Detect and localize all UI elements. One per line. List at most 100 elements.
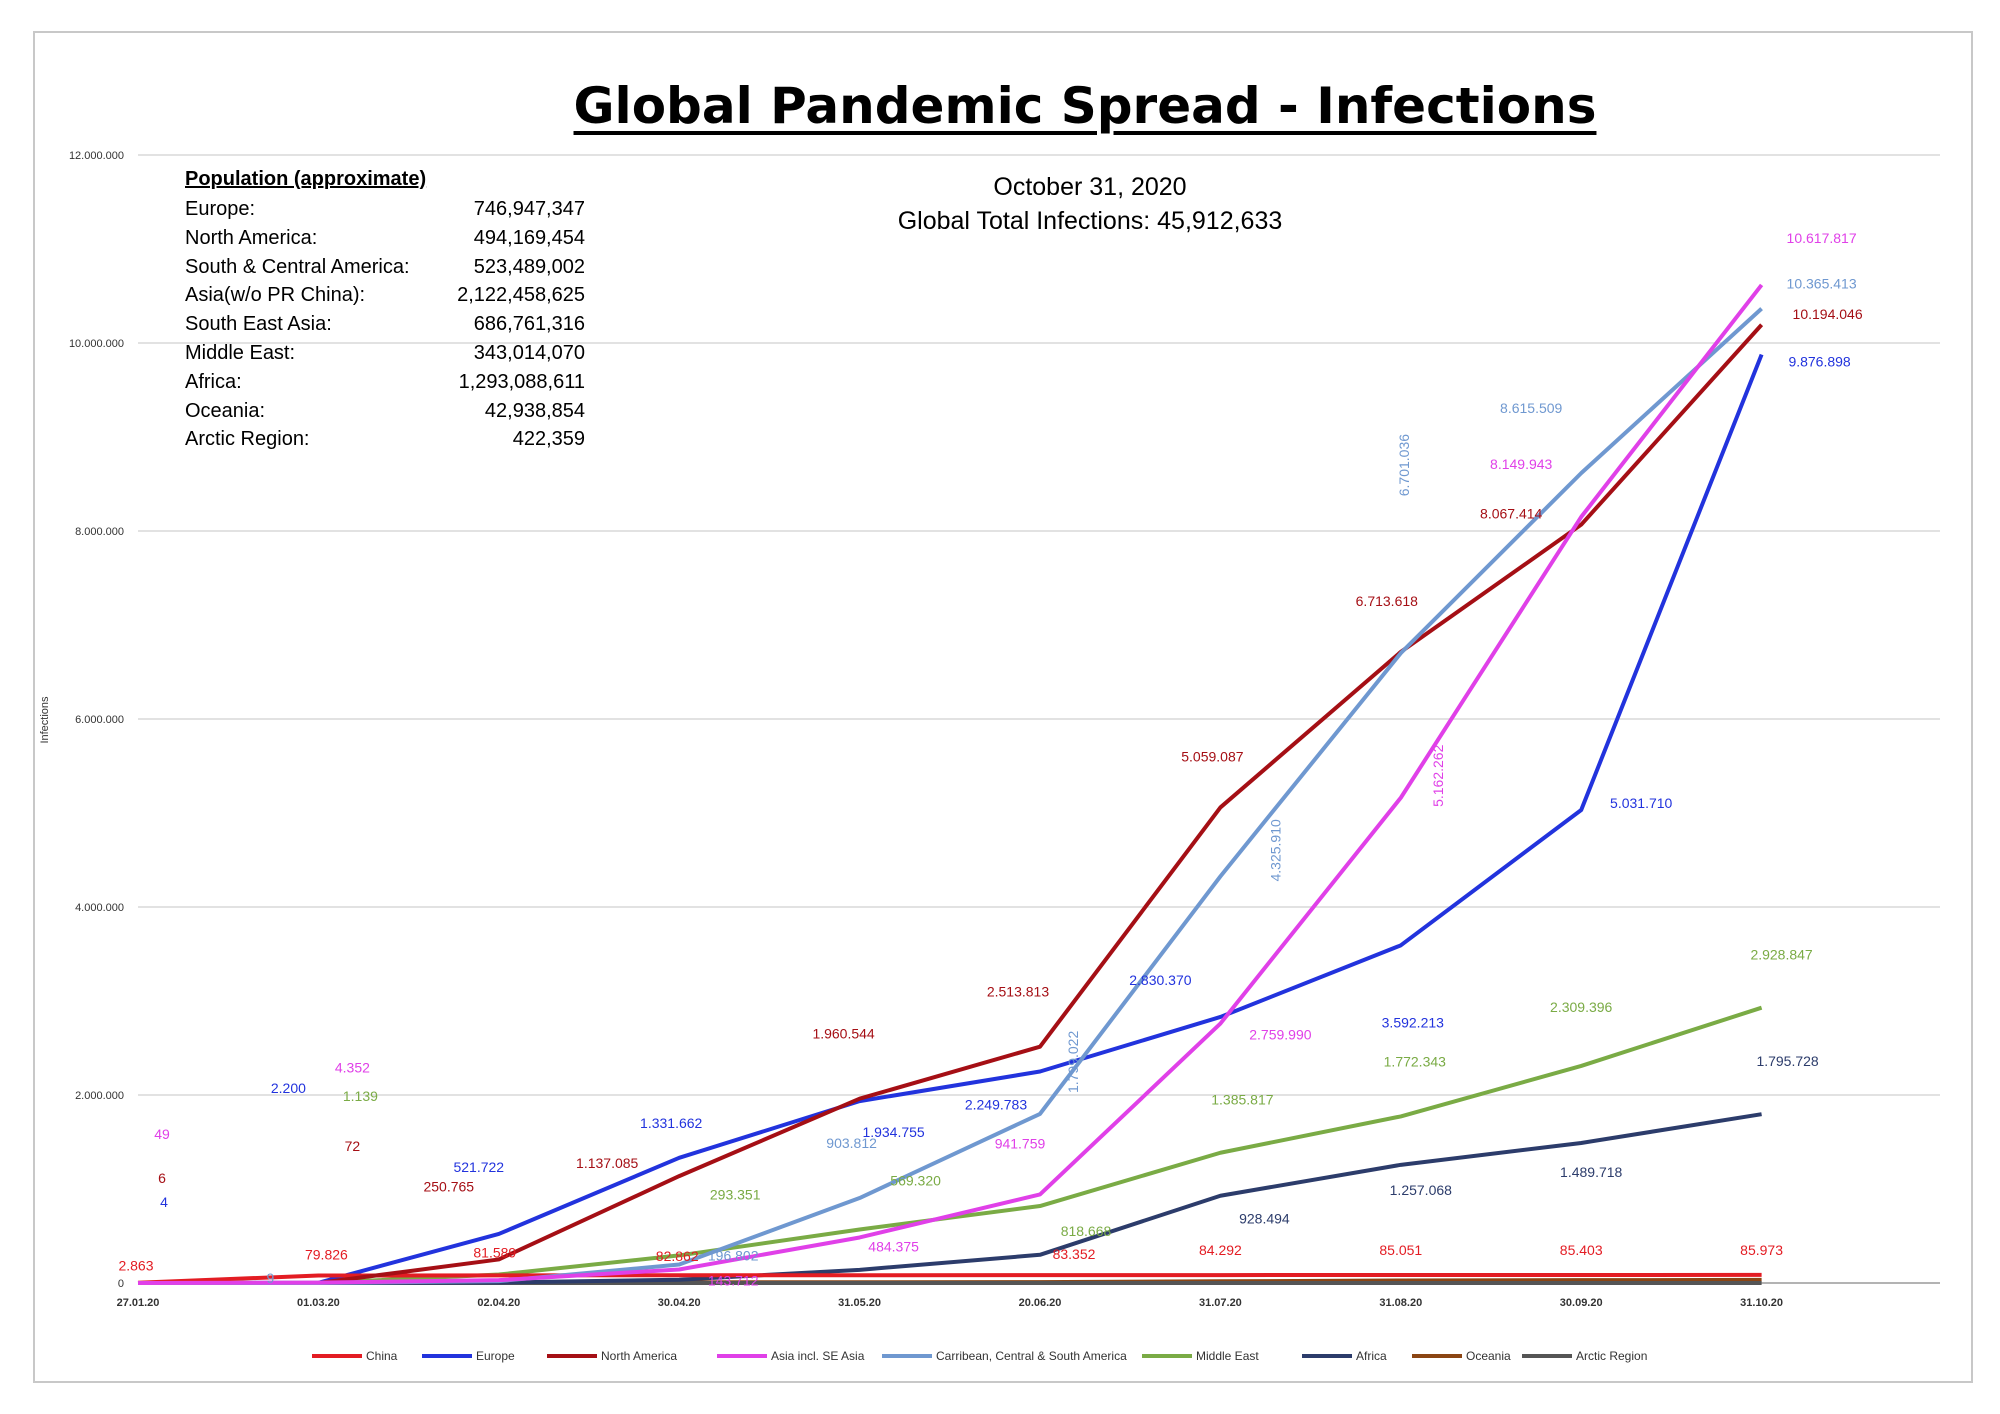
data-label: 5.031.710 xyxy=(1610,795,1672,811)
population-row: Middle East: 343,014,070 xyxy=(185,339,585,368)
series-line xyxy=(137,1272,1762,1285)
y-tick-labels: 0 2.000.000 4.000.000 6.000.000 8.000.000 10.… xyxy=(69,150,124,1290)
data-label: 3.592.213 xyxy=(1382,1014,1444,1030)
legend-label: Europe xyxy=(476,1349,515,1363)
y-tick-label: 12.000.000 xyxy=(69,150,124,162)
population-value: 686,761,316 xyxy=(473,313,585,336)
legend-label: Middle East xyxy=(1196,1349,1259,1363)
population-value: 523,489,002 xyxy=(473,255,585,278)
chart-frame xyxy=(33,31,1973,1383)
x-tick-label: 30.09.20 xyxy=(1560,1297,1603,1309)
x-tick-label: 20.06.20 xyxy=(1019,1297,1062,1309)
data-label: 1.489.718 xyxy=(1560,1164,1622,1180)
y-tick-label: 6.000.000 xyxy=(75,714,124,726)
data-label: 2.928.847 xyxy=(1750,947,1812,963)
data-label: 2.863 xyxy=(118,1258,153,1274)
legend-label: Asia incl. SE Asia xyxy=(771,1349,865,1363)
data-label: 72 xyxy=(345,1138,361,1154)
data-label: 4.325.910 xyxy=(1267,819,1283,881)
subtitle-date: October 31, 2020 xyxy=(993,173,1187,201)
x-tick-label: 02.04.20 xyxy=(477,1297,520,1309)
y-tick-label: 2.000.000 xyxy=(75,1090,124,1102)
data-label: 4 xyxy=(160,1194,168,1210)
data-label: 4.352 xyxy=(335,1060,370,1076)
population-value: 2,122,458,625 xyxy=(457,284,585,307)
data-label: 10.194.046 xyxy=(1793,306,1863,322)
data-label: 8.149.943 xyxy=(1490,456,1552,472)
series-line xyxy=(137,1005,1763,1285)
series-line xyxy=(138,1112,1762,1285)
data-label: 5.162.262 xyxy=(1430,744,1446,806)
population-region: North America: xyxy=(185,226,318,249)
population-region: South East Asia: xyxy=(185,313,332,336)
data-label: 2.830.370 xyxy=(1129,972,1191,988)
population-region: South & Central America: xyxy=(185,255,410,278)
legend-label: Africa xyxy=(1356,1349,1387,1363)
legend-label: North America xyxy=(601,1349,677,1363)
y-tick-label: 4.000.000 xyxy=(75,902,124,914)
data-label: 1.137.085 xyxy=(576,1155,638,1171)
subtitle-total: Global Total Infections: 45,912,633 xyxy=(897,207,1283,235)
legend-label: Carribean, Central & South America xyxy=(936,1349,1127,1363)
series-line xyxy=(137,323,1764,1285)
series-line xyxy=(137,353,1764,1285)
data-label: 1.795.728 xyxy=(1756,1053,1818,1069)
data-label: 2.309.396 xyxy=(1550,999,1612,1015)
data-label: 8.067.414 xyxy=(1480,506,1542,522)
population-row: Africa: 1,293,088,611 xyxy=(185,368,585,397)
data-label: 1.385.817 xyxy=(1211,1092,1273,1108)
data-labels: 2.863 79.826 81.589 82.862 83.352 84.292 85.05… xyxy=(118,230,1862,1289)
legend-label: China xyxy=(366,1349,398,1363)
population-value: 746,947,347 xyxy=(473,198,585,220)
series-lines xyxy=(137,283,1764,1285)
data-label: 10.365.413 xyxy=(1787,276,1857,292)
data-label: 903.812 xyxy=(826,1135,877,1151)
data-label: 1.257.068 xyxy=(1390,1182,1452,1198)
series-line xyxy=(137,307,1763,1285)
population-value: 494,169,454 xyxy=(473,226,585,249)
data-label: 85.973 xyxy=(1740,1242,1783,1258)
data-label: 2.249.783 xyxy=(965,1097,1027,1113)
chart-subtitle: October 31, 2020 Global Total Infections… xyxy=(790,170,1390,238)
population-table: Population (approximate) Europe: 746,947,… xyxy=(185,168,585,454)
data-label: 1.772.343 xyxy=(1384,1053,1446,1069)
data-label: 1.331.662 xyxy=(640,1115,702,1131)
legend-label: Oceania xyxy=(1466,1349,1511,1363)
data-label: 2.200 xyxy=(271,1080,306,1096)
data-label: 79.826 xyxy=(305,1246,348,1262)
x-tick-label: 31.05.20 xyxy=(838,1297,881,1309)
population-row: Arctic Region: 422,359 xyxy=(185,425,585,454)
data-label: 49 xyxy=(154,1126,170,1142)
data-label: 818.668 xyxy=(1061,1223,1112,1239)
data-label: 9 xyxy=(267,1270,275,1286)
data-label: 196.802 xyxy=(708,1248,759,1264)
legend: China Europe North America Asia incl. SE As… xyxy=(312,1349,1647,1363)
data-label: 84.292 xyxy=(1199,1242,1242,1258)
series-line xyxy=(137,283,1764,1285)
population-row: Asia(w/o PR China): 2,122,458,625 xyxy=(185,281,585,310)
data-label: 8.615.509 xyxy=(1500,400,1562,416)
population-region: Arctic Region: xyxy=(185,428,310,451)
population-row: Oceania: 42,938,854 xyxy=(185,397,585,426)
x-tick-label: 30.04.20 xyxy=(658,1297,701,1309)
data-label: 81.589 xyxy=(473,1244,516,1260)
population-row: Europe: 746,947,347 xyxy=(185,195,585,224)
data-label: 1.934.755 xyxy=(862,1124,924,1140)
data-label: 5.059.087 xyxy=(1181,748,1243,764)
data-label: 569.320 xyxy=(890,1172,941,1188)
data-label: 6.713.618 xyxy=(1356,593,1418,609)
population-row: North America: 494,169,454 xyxy=(185,224,585,253)
x-tick-labels: 27.01.20 01.03.20 02.04.20 30.04.20 31.05.20… xyxy=(117,1297,1783,1309)
y-axis-label: Infections xyxy=(39,696,51,744)
data-label: 143.712 xyxy=(708,1272,759,1288)
population-region: Asia(w/o PR China): xyxy=(185,284,366,307)
data-label: 1.139 xyxy=(343,1088,378,1104)
population-value: 1,293,088,611 xyxy=(458,370,585,393)
data-label: 941.759 xyxy=(995,1135,1046,1151)
y-tick-label: 0 xyxy=(118,1278,124,1290)
data-label: 6 xyxy=(158,1170,166,1186)
data-label: 928.494 xyxy=(1239,1211,1290,1227)
data-label: 82.862 xyxy=(656,1248,699,1264)
population-heading: Population (approximate) xyxy=(185,168,427,190)
